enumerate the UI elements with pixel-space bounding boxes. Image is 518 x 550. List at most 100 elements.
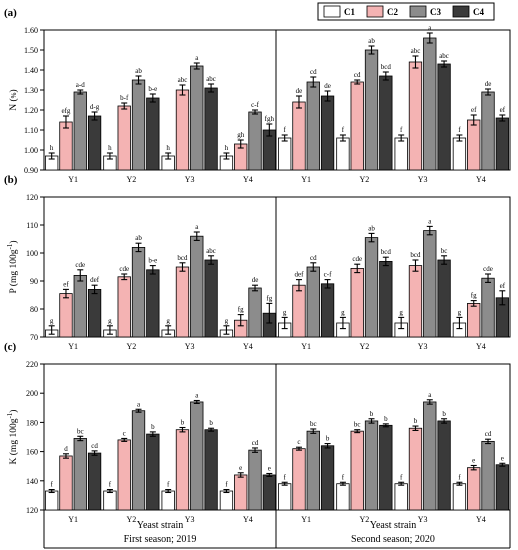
x-tick-label: Y4 bbox=[243, 175, 253, 184]
significance-label: fg bbox=[266, 294, 272, 302]
bar-c4 bbox=[320, 95, 335, 171]
y-tick-label: 110 bbox=[26, 221, 38, 230]
significance-label: f bbox=[342, 473, 345, 481]
y-tick-label: 70 bbox=[30, 333, 38, 342]
bar-c1 bbox=[103, 490, 117, 511]
significance-label: cde bbox=[483, 265, 493, 273]
bar-c2 bbox=[350, 81, 364, 171]
bar-c2 bbox=[59, 455, 73, 511]
bar-c3 bbox=[73, 91, 87, 171]
significance-label: f bbox=[400, 126, 403, 134]
significance-label: bc bbox=[310, 420, 317, 428]
significance-label: bcd bbox=[177, 254, 188, 262]
significance-label: cd bbox=[252, 439, 259, 447]
significance-label: efg bbox=[61, 107, 70, 115]
bar-c2 bbox=[59, 293, 73, 338]
plot-frame bbox=[43, 196, 511, 338]
x-tick-label: Y3 bbox=[418, 342, 428, 351]
bar-c4 bbox=[495, 464, 509, 511]
significance-label: cd bbox=[310, 254, 317, 262]
significance-label: ab bbox=[368, 37, 375, 45]
significance-label: de bbox=[324, 82, 331, 90]
significance-label: b bbox=[209, 419, 213, 427]
bar-c1 bbox=[278, 483, 292, 511]
bar-c3 bbox=[73, 438, 87, 511]
significance-label: de bbox=[485, 80, 492, 88]
legend-label-c3: C3 bbox=[430, 7, 441, 17]
bar-c4 bbox=[204, 259, 218, 338]
significance-label: f bbox=[284, 473, 287, 481]
season-2-xlabel: Yeast strain bbox=[370, 520, 416, 531]
significance-label: f bbox=[458, 473, 461, 481]
x-tick-label: Y1 bbox=[301, 515, 311, 524]
significance-label: ab bbox=[368, 224, 375, 232]
bar-c3 bbox=[423, 401, 437, 511]
significance-label: de bbox=[252, 276, 259, 284]
significance-label: g bbox=[399, 308, 403, 316]
bar-c4 bbox=[320, 283, 335, 338]
bar-c3 bbox=[248, 111, 262, 171]
significance-label: abc bbox=[439, 52, 449, 60]
panel-label: (c) bbox=[4, 341, 17, 353]
bar-c4 bbox=[146, 97, 160, 171]
significance-label: ef bbox=[500, 282, 506, 290]
bar-c4 bbox=[379, 424, 393, 511]
y-tick-label: 1.40 bbox=[24, 66, 38, 75]
x-tick-label: Y4 bbox=[243, 342, 253, 351]
x-tick-label: Y2 bbox=[126, 342, 136, 351]
significance-label: bcd bbox=[410, 251, 421, 259]
bar-c2 bbox=[117, 276, 131, 338]
legend-label-c2: C2 bbox=[387, 7, 398, 17]
bar-c4 bbox=[87, 452, 102, 511]
significance-label: de bbox=[296, 87, 303, 95]
significance-label: h bbox=[108, 144, 112, 152]
x-tick-label: Y1 bbox=[68, 175, 78, 184]
significance-label: d-g bbox=[90, 103, 100, 111]
bar-c1 bbox=[394, 483, 408, 511]
significance-label: b-f bbox=[120, 94, 129, 102]
bar-c4 bbox=[87, 288, 102, 338]
significance-label: g bbox=[283, 308, 287, 316]
bar-c4 bbox=[437, 63, 451, 171]
bar-c3 bbox=[364, 237, 379, 338]
significance-label: c-f bbox=[251, 101, 259, 109]
x-tick-label: Y2 bbox=[126, 515, 136, 524]
bar-c4 bbox=[495, 117, 509, 171]
significance-label: ef bbox=[500, 106, 506, 114]
x-tick-label: Y3 bbox=[185, 175, 195, 184]
legend-swatch-c4 bbox=[452, 5, 470, 18]
significance-label: ab bbox=[135, 67, 142, 75]
significance-label: ab bbox=[135, 234, 142, 242]
significance-label: f bbox=[167, 481, 170, 489]
bar-c3 bbox=[248, 449, 262, 511]
bar-c3 bbox=[190, 235, 204, 338]
significance-label: a bbox=[195, 392, 199, 400]
bar-c4 bbox=[204, 429, 218, 511]
legend-label-c1: C1 bbox=[344, 7, 355, 17]
significance-label: fgh bbox=[265, 115, 275, 123]
y-tick-label: 1.60 bbox=[24, 26, 38, 35]
x-tick-label: Y4 bbox=[476, 175, 486, 184]
bar-c3 bbox=[190, 65, 204, 171]
y-tick-label: 100 bbox=[26, 249, 38, 258]
bar-c1 bbox=[452, 137, 467, 171]
bar-c2 bbox=[467, 119, 481, 171]
significance-label: fg bbox=[238, 306, 244, 314]
significance-label: a bbox=[195, 54, 199, 62]
y-tick-label: 1.30 bbox=[24, 86, 38, 95]
significance-label: h bbox=[166, 144, 170, 152]
significance-label: def bbox=[90, 276, 100, 284]
bar-c4 bbox=[146, 433, 160, 511]
significance-label: abc bbox=[411, 47, 421, 55]
plot-frame bbox=[43, 29, 511, 171]
significance-label: def bbox=[294, 271, 304, 279]
bar-c2 bbox=[117, 439, 131, 511]
significance-label: bc bbox=[441, 247, 448, 255]
bar-c2 bbox=[292, 101, 306, 171]
bar-c1 bbox=[219, 490, 234, 511]
significance-label: a bbox=[428, 391, 432, 399]
season-section: Yeast strain First season; 2019 Yeast st… bbox=[43, 510, 511, 549]
